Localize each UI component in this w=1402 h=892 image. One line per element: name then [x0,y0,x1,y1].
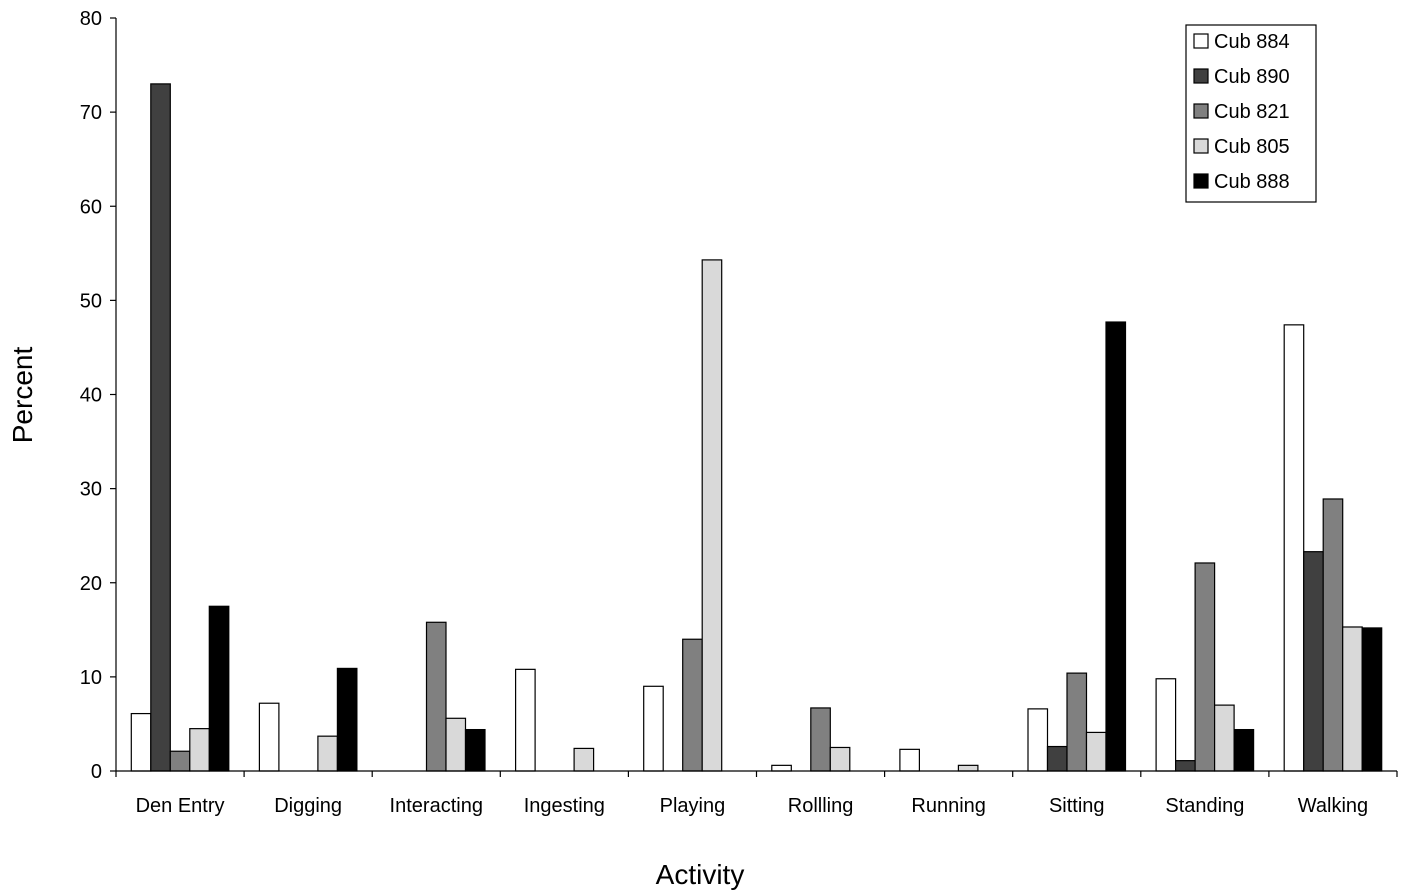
legend: Cub 884 Cub 890 Cub 821 Cub 805 Cub 888 [1185,24,1317,203]
bar-cub-805-ingesting [573,747,595,772]
y-tick-label: 50 [80,290,102,312]
bar-cub-805-sitting [1085,731,1107,772]
bar-cub-821-walking [1322,498,1344,772]
y-tick-label: 40 [80,385,102,407]
bars-group [130,83,1383,772]
y-tick-label: 60 [80,196,102,218]
bar-cub-884-rollling [771,764,792,772]
x-axis-title: Activity [656,859,745,890]
bar-cub-884-sitting [1027,708,1049,772]
y-tick-label: 70 [80,102,102,124]
x-tick-label: Standing [1165,795,1244,817]
bar-cub-888-den-entry [208,605,230,772]
x-ticks-group: Den Entry Digging Interacting Ingesting Play… [115,771,1398,817]
x-tick-label: Playing [660,795,726,817]
x-tick-label: Sitting [1049,795,1105,817]
y-tick-label: 0 [91,761,102,783]
legend-label: Cub 890 [1214,66,1290,88]
bar-cub-888-interacting [464,728,486,772]
bar-cub-805-rollling [829,746,851,772]
y-tick-label: 30 [80,479,102,501]
bar-cub-821-rollling [810,707,831,772]
bar-cub-884-digging [258,702,280,772]
legend-label: Cub 888 [1214,171,1290,193]
legend-label: Cub 821 [1214,101,1290,123]
bar-cub-805-running [957,764,979,772]
bar-cub-884-running [899,748,921,772]
bar-cub-890-standing [1174,760,1196,772]
bar-cub-821-sitting [1066,672,1088,772]
bar-cub-821-standing [1194,562,1216,772]
bar-cub-884-ingesting [514,668,536,772]
bar-cub-884-walking [1283,324,1305,772]
x-tick-label: Rollling [788,795,854,817]
bar-cub-884-standing [1155,678,1177,772]
legend-swatch [1193,138,1209,154]
bar-cub-805-digging [317,735,338,772]
legend-label: Cub 884 [1214,31,1290,53]
bar-cub-884-den-entry [130,712,152,772]
y-tick-label: 80 [80,8,102,30]
bar-cub-805-standing [1213,704,1235,772]
bar-cub-821-den-entry [169,750,191,772]
y-axis-title: Percent [7,347,38,444]
bar-cub-805-den-entry [189,728,210,772]
x-tick-label: Walking [1298,795,1368,817]
x-tick-label: Running [911,795,986,817]
bar-cub-890-sitting [1046,745,1068,772]
bar-cub-805-walking [1342,626,1363,772]
bar-cub-821-playing [682,638,703,772]
bar-cub-888-sitting [1105,321,1127,772]
legend-label: Cub 805 [1214,136,1290,158]
y-ticks-group: 0 10 20 30 40 50 60 70 80 [80,8,116,783]
bar-cub-821-interacting [425,621,447,772]
bar-cub-890-walking [1303,551,1324,772]
y-tick-label: 20 [80,573,102,595]
x-tick-label: Digging [274,795,342,817]
bar-cub-805-interacting [445,717,467,772]
x-tick-label: Den Entry [136,795,225,817]
x-tick-label: Interacting [390,795,483,817]
y-tick-label: 10 [80,667,102,689]
legend-swatch [1193,173,1209,189]
bar-cub-888-walking [1361,627,1383,772]
legend-swatch [1193,68,1209,84]
bar-cub-884-playing [643,685,664,772]
bar-cub-805-playing [701,259,723,772]
x-tick-label: Ingesting [524,795,605,817]
bar-cub-888-digging [336,667,358,772]
bar-cub-890-den-entry [150,83,171,772]
bar-cub-888-standing [1233,728,1255,772]
legend-swatch [1193,33,1209,49]
legend-swatch [1193,103,1209,119]
